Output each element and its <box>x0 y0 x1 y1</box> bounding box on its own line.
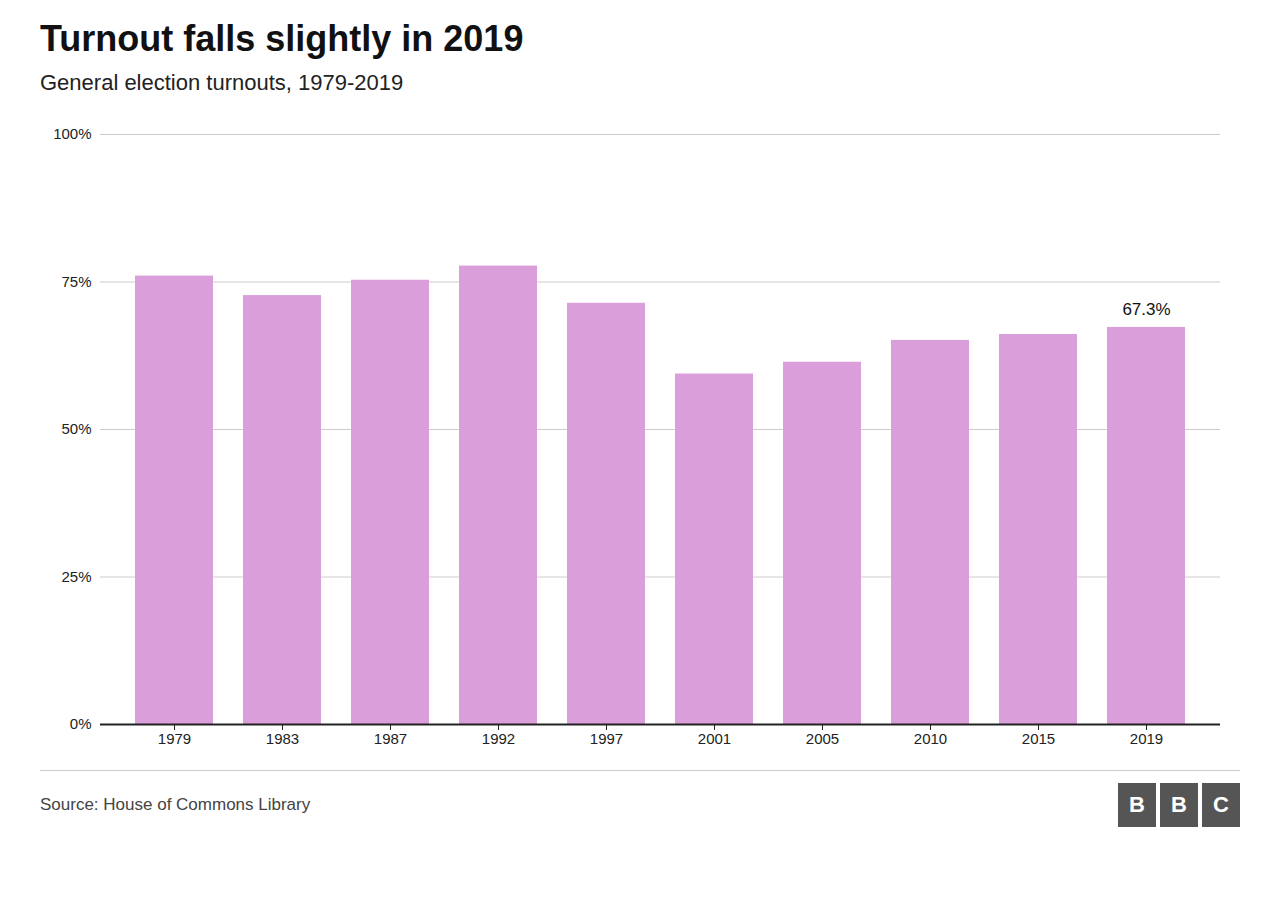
html-text:General election turnouts, 197: General election turnouts, 1979-2019 <box>40 70 404 95</box>
html-text:Source: House of Commons Libra: Source: House of Commons Library <box>40 795 311 814</box>
svg-text:2005: 2005 <box>806 730 839 747</box>
svg-text:2015: 2015 <box>1022 730 1055 747</box>
svg-text:2019: 2019 <box>1130 730 1163 747</box>
svg-text:25%: 25% <box>61 568 91 585</box>
svg-text:100%: 100% <box>53 125 91 142</box>
svg-text:1979: 1979 <box>158 730 191 747</box>
svg-text:2010: 2010 <box>914 730 947 747</box>
svg-text:1992: 1992 <box>482 730 515 747</box>
svg-text:0%: 0% <box>70 715 92 732</box>
svg-text:75%: 75% <box>61 273 91 290</box>
svg-text:1987: 1987 <box>374 730 407 747</box>
svg-text:67.3%: 67.3% <box>1122 300 1170 319</box>
svg-text:2001: 2001 <box>698 730 731 747</box>
svg-text:50%: 50% <box>61 420 91 437</box>
html-text:C: C <box>1213 792 1229 817</box>
html-text:Turnout falls slightly in 2019: Turnout falls slightly in 2019 <box>40 18 524 59</box>
html-text:B: B <box>1171 792 1187 817</box>
svg-text:1997: 1997 <box>590 730 623 747</box>
html-text:B: B <box>1129 792 1145 817</box>
svg-text:1983: 1983 <box>266 730 299 747</box>
